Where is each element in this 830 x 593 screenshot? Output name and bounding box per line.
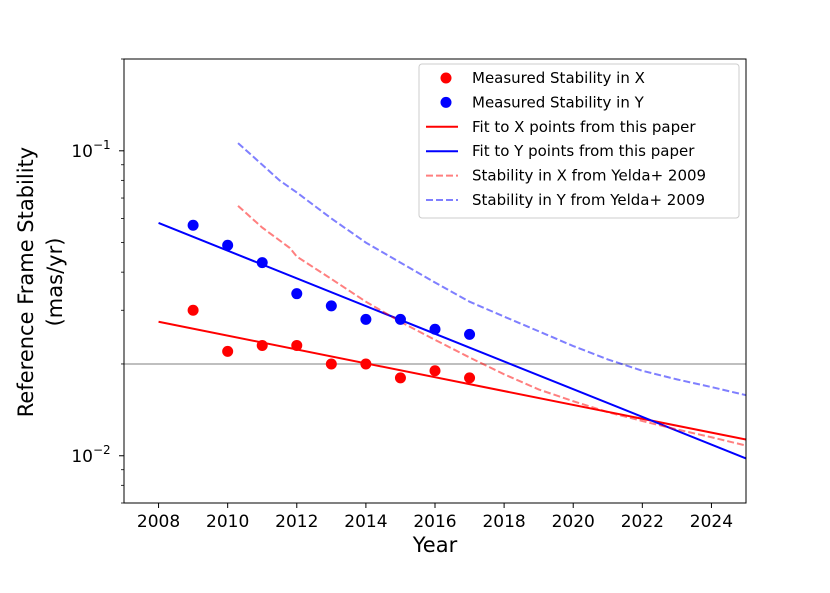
x-axis-title: Year (412, 533, 458, 557)
x-tick-label: 2020 (552, 512, 595, 532)
x-tick-label: 2008 (137, 512, 180, 532)
y-stability-point (187, 219, 199, 231)
legend-label: Stability in X from Yelda+ 2009 (472, 167, 706, 185)
x-stability-point (360, 358, 372, 370)
y-axis-title-line1: Reference Frame Stability (14, 147, 38, 417)
x-stability-point (291, 339, 303, 351)
y-stability-point (464, 328, 476, 340)
x-stability-point (464, 372, 476, 384)
y-stability-point (394, 313, 406, 325)
x-stability-point (394, 372, 406, 384)
y-axis-title-line2: (mas/yr) (43, 238, 67, 327)
legend-label: Fit to Y points from this paper (472, 142, 695, 160)
y-stability-point (256, 257, 268, 269)
legend-label: Measured Stability in X (472, 69, 645, 87)
y-tick-label: 10−2 (71, 443, 110, 467)
x-tick-label: 2016 (413, 512, 456, 532)
line-series-4 (237, 142, 746, 397)
x-stability-point (187, 304, 199, 316)
y-tick-label: 10−1 (71, 138, 110, 162)
legend-label: Stability in Y from Yelda+ 2009 (472, 191, 705, 209)
x-tick-label: 2018 (482, 512, 525, 532)
y-stability-point (325, 300, 337, 312)
line-series-1 (158, 320, 746, 441)
legend: Measured Stability in X Measured Stabilit… (418, 63, 740, 219)
x-stability-point (256, 339, 268, 351)
line-series-3 (237, 205, 746, 447)
x-tick-label: 2010 (206, 512, 249, 532)
legend-label: Measured Stability in Y (472, 93, 645, 111)
legend-frame (418, 63, 740, 219)
legend-marker (440, 72, 452, 84)
y-stability-point (222, 239, 234, 251)
y-stability-point (429, 323, 441, 335)
y-stability-point (360, 313, 372, 325)
x-tick-label: 2024 (690, 512, 733, 532)
x-stability-point (429, 365, 441, 377)
line-series-2 (158, 222, 746, 460)
x-stability-point (325, 358, 337, 370)
x-stability-point (222, 345, 234, 357)
legend-label: Fit to X points from this paper (472, 118, 696, 136)
x-tick-label: 2014 (344, 512, 387, 532)
y-stability-point (291, 288, 303, 300)
plot-frame (123, 58, 747, 504)
legend-marker (440, 96, 452, 108)
x-tick-label: 2012 (275, 512, 318, 532)
x-tick-label: 2022 (621, 512, 664, 532)
